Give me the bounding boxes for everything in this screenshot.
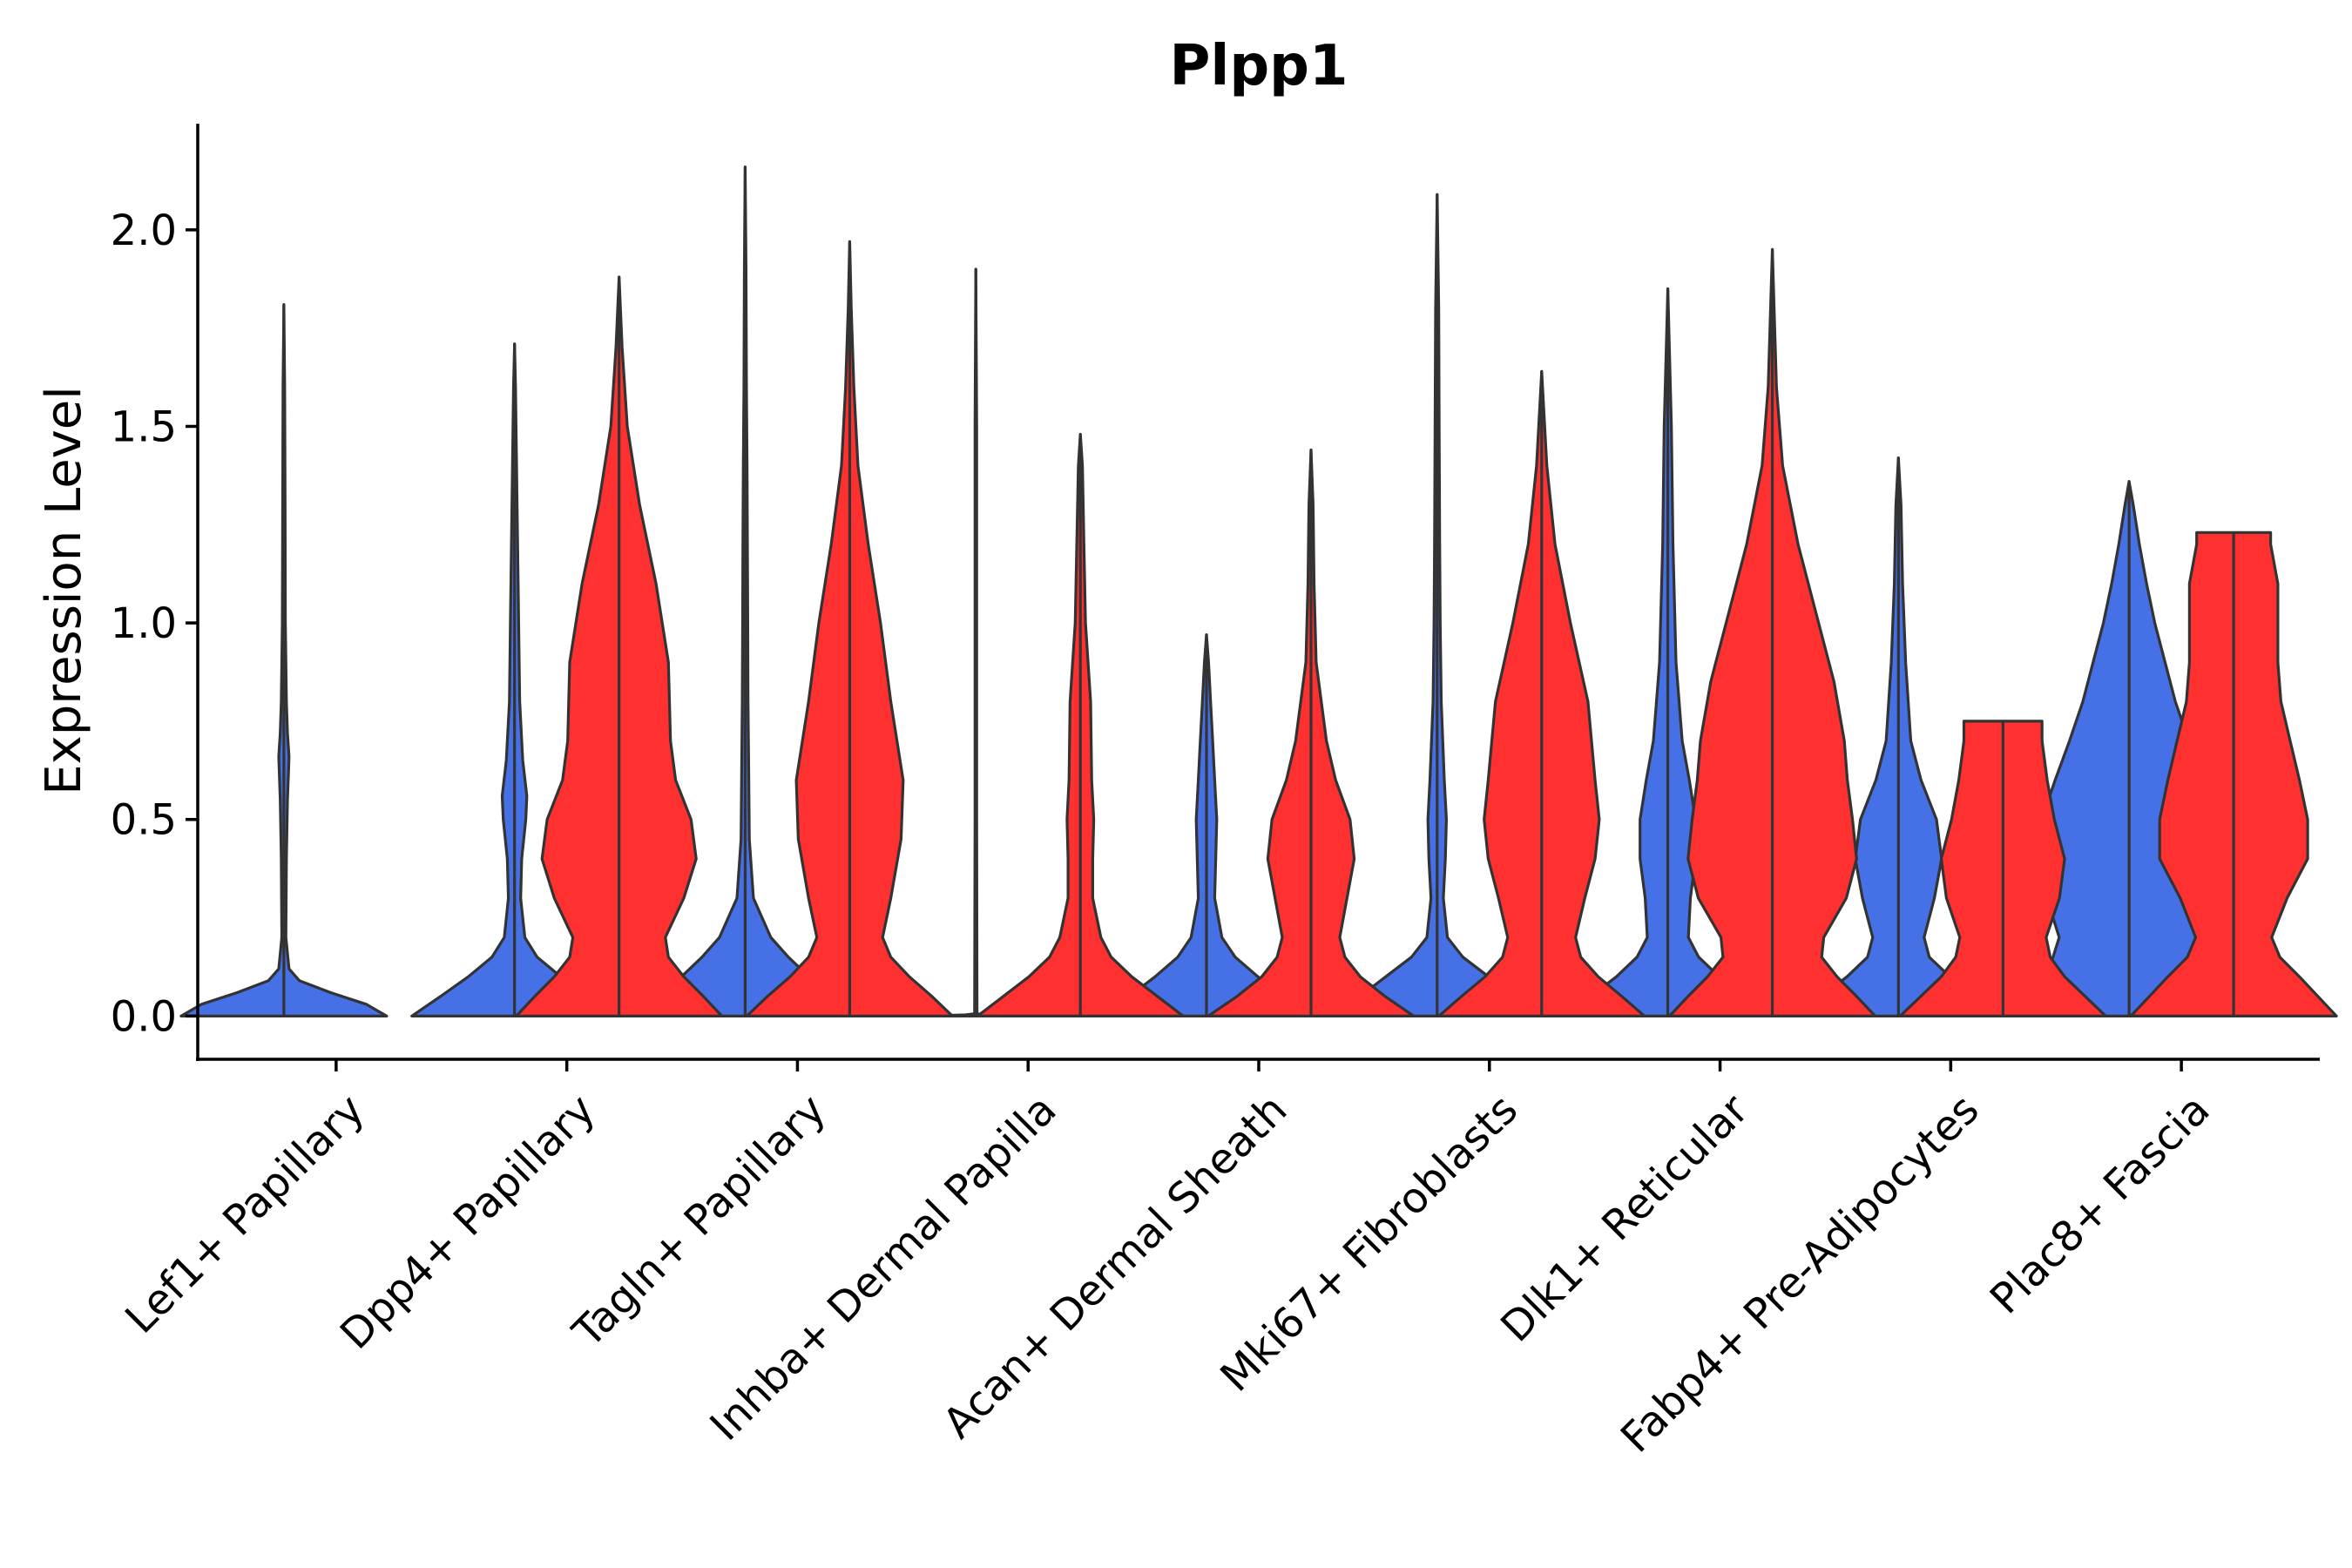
x-category-label: Tagln+ Papillary [563, 1085, 835, 1357]
y-tick-label: 0.5 [111, 796, 177, 845]
chart-title: Plpp1 [1170, 34, 1348, 98]
y-ticks: 0.0 0.5 1.0 1.5 2.0 [111, 206, 198, 1041]
y-tick-label: 1.0 [111, 599, 177, 648]
x-category-label: Lef1+ Papillary [116, 1085, 374, 1343]
x-category-label: Plac8+ Fascia [1981, 1085, 2220, 1324]
x-category-label: Dpp4+ Papillary [331, 1085, 605, 1359]
y-tick-label: 0.0 [111, 992, 177, 1041]
violins-layer [179, 166, 2338, 1017]
y-tick-label: 1.5 [111, 402, 177, 451]
x-category-label: Dlk1+ Reticular [1491, 1085, 1758, 1352]
y-axis-title: Expression Level [36, 386, 92, 795]
y-tick-label: 2.0 [111, 206, 177, 255]
